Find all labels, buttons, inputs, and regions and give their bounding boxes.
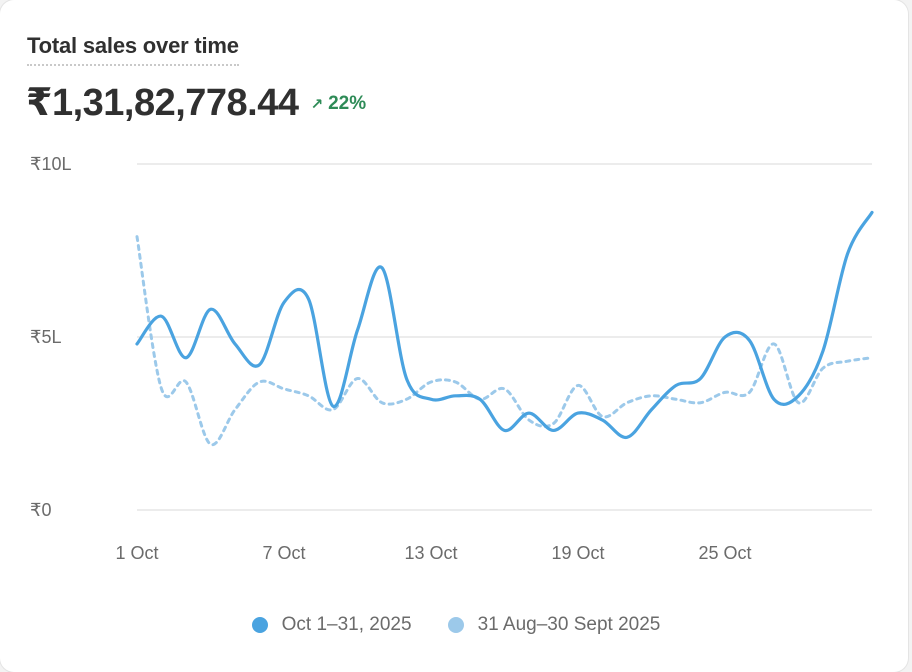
change-indicator: ↗ 22% — [311, 93, 367, 115]
y-axis-ticks: ₹10L ₹5L ₹0 — [30, 154, 71, 520]
series-line-previous-period[interactable] — [135, 235, 874, 447]
x-tick-label: 1 Oct — [115, 543, 158, 563]
legend-label: 31 Aug–30 Sept 2025 — [477, 614, 661, 635]
series-lines — [135, 210, 874, 447]
series-line-current-period[interactable] — [135, 210, 874, 439]
legend-item[interactable]: Oct 1–31, 2025 — [251, 614, 412, 636]
change-percent: 22% — [328, 92, 367, 114]
legend-item[interactable]: 31 Aug–30 Sept 2025 — [447, 614, 661, 636]
total-row: ₹1,31,82,778.44 ↗ 22% — [26, 80, 366, 125]
legend-dot-icon — [447, 617, 464, 633]
legend-label: Oct 1–31, 2025 — [281, 614, 412, 635]
y-tick-label: ₹0 — [30, 500, 51, 520]
arrow-up-right-icon: ↗ — [310, 95, 324, 113]
grid-lines — [137, 163, 872, 511]
x-tick-label: 7 Oct — [262, 543, 305, 563]
legend: Oct 1–31, 2025 31 Aug–30 Sept 2025 — [0, 614, 912, 636]
card-title[interactable]: Total sales over time — [27, 33, 239, 66]
x-tick-label: 25 Oct — [698, 543, 751, 563]
x-axis-ticks: 1 Oct 7 Oct 13 Oct 19 Oct 25 Oct — [115, 543, 751, 563]
y-tick-label: ₹10L — [30, 154, 71, 174]
legend-dot-icon — [251, 617, 268, 633]
line-chart: ₹10L ₹5L ₹0 1 Oct 7 Oct 13 Oct 19 Oct 25 Oct — [30, 154, 874, 563]
x-tick-label: 13 Oct — [404, 543, 457, 563]
x-tick-label: 19 Oct — [551, 543, 604, 563]
total-value: ₹1,31,82,778.44 — [26, 82, 299, 124]
y-tick-label: ₹5L — [30, 327, 61, 347]
